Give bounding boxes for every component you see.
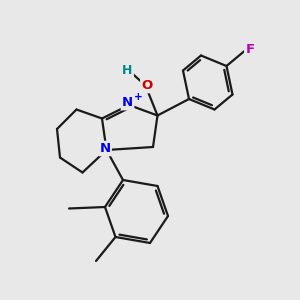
Text: N: N xyxy=(99,142,111,155)
Text: +: + xyxy=(134,92,142,102)
Text: H: H xyxy=(122,64,133,77)
Text: N: N xyxy=(122,96,133,109)
Text: F: F xyxy=(245,43,254,56)
Text: O: O xyxy=(141,79,153,92)
